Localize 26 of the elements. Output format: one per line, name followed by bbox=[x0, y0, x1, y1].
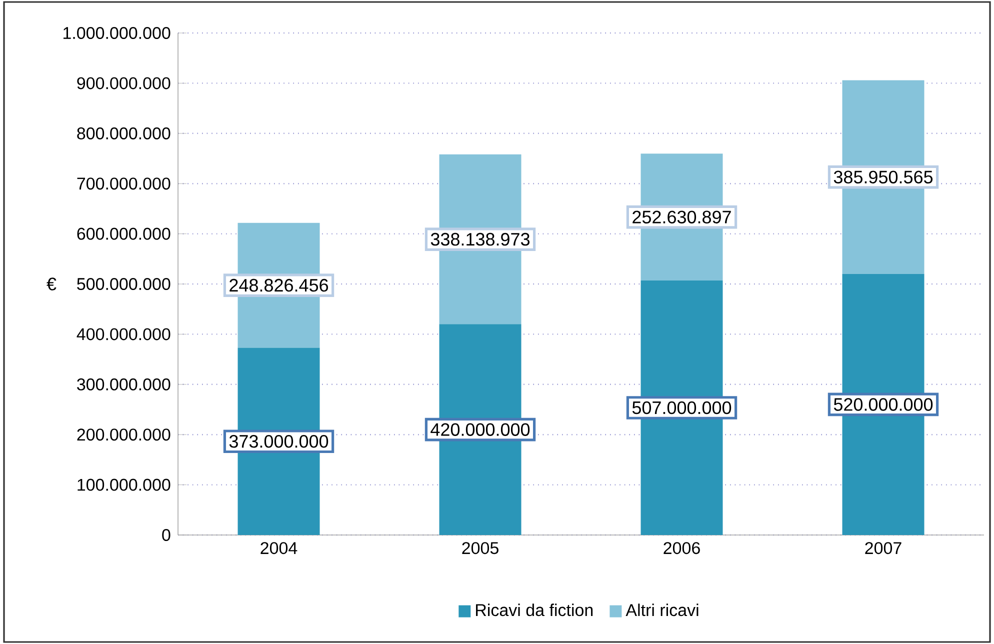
data-label: 248.826.456 bbox=[230, 278, 328, 292]
y-tick-label: 100.000.000 bbox=[78, 478, 170, 491]
data-label: 338.138.973 bbox=[430, 232, 530, 246]
x-tick-label: 2006 bbox=[664, 542, 700, 554]
x-tick-label: 2007 bbox=[865, 542, 902, 554]
x-tick-label: 2005 bbox=[462, 542, 498, 554]
data-label: 252.630.897 bbox=[632, 210, 731, 224]
y-tick-label: 200.000.000 bbox=[77, 428, 170, 441]
y-tick-label: 500.000.000 bbox=[77, 278, 170, 290]
y-tick-label: 400.000.000 bbox=[76, 328, 170, 340]
legend-label: Altri ricavi bbox=[626, 604, 698, 616]
data-label: 507.000.000 bbox=[632, 401, 732, 414]
data-label: 520.000.000 bbox=[834, 398, 933, 411]
legend-label: Ricavi da fiction bbox=[476, 604, 593, 616]
y-tick-label: 600.000.000 bbox=[77, 228, 170, 240]
y-tick-label: 800.000.000 bbox=[77, 127, 170, 140]
y-tick-label: 900.000.000 bbox=[77, 77, 170, 90]
data-label: 385.950.565 bbox=[834, 170, 933, 184]
y-tick-label: 300.000.000 bbox=[77, 378, 170, 390]
x-tick-label: 2004 bbox=[260, 542, 298, 554]
data-label: 373.000.000 bbox=[229, 434, 328, 448]
y-tick-label: 700.000.000 bbox=[77, 178, 170, 190]
y-axis-title: € bbox=[46, 278, 56, 290]
y-tick-label: 1.000.000.000 bbox=[64, 26, 170, 40]
data-label: 420.000.000 bbox=[430, 423, 530, 436]
y-tick-label: 0 bbox=[162, 528, 170, 542]
